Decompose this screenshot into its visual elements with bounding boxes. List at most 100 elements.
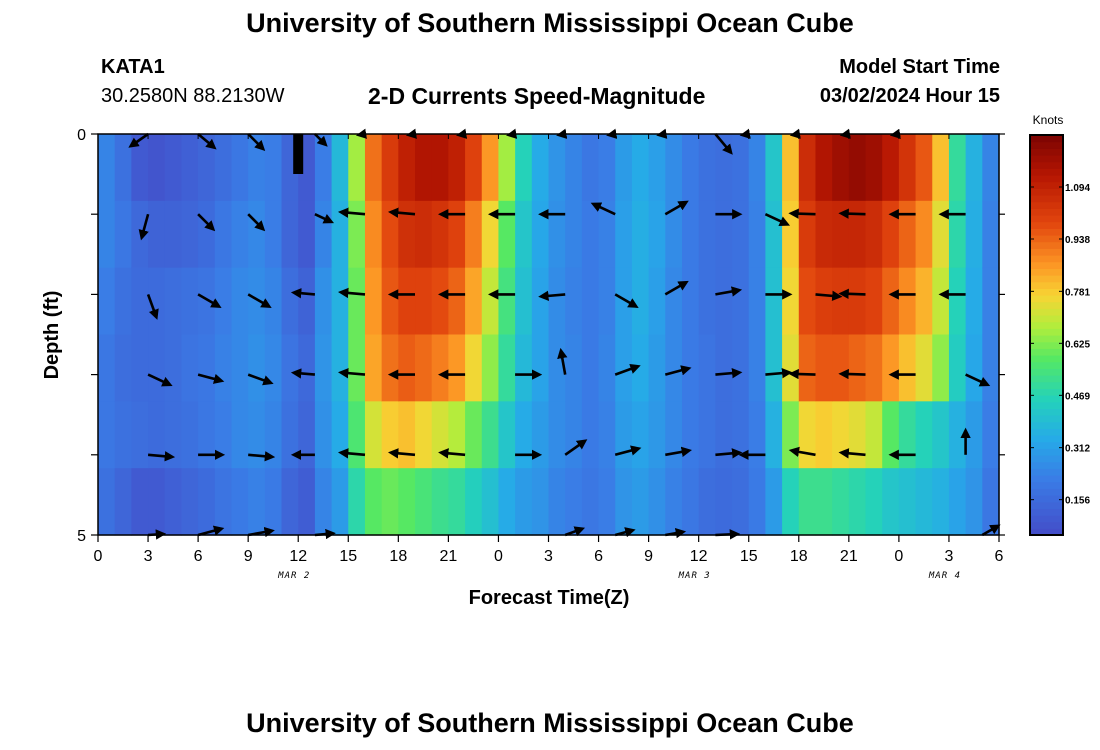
heat-cell (98, 468, 116, 536)
heat-cell (498, 267, 516, 336)
heat-cell (364, 134, 383, 202)
heat-cell (264, 334, 283, 402)
heat-cell (615, 267, 633, 336)
x-axis-label: Forecast Time(Z) (469, 587, 630, 609)
heat-cell (398, 401, 416, 469)
heat-cell (98, 334, 116, 402)
current-vector (247, 373, 274, 386)
current-vector (337, 207, 366, 218)
heat-cell (932, 468, 950, 536)
heat-cell (948, 267, 967, 336)
current-vector (838, 368, 866, 380)
current-vector (337, 287, 366, 299)
heat-cell (798, 334, 817, 402)
current-vector (293, 134, 304, 174)
heat-cell (198, 401, 216, 469)
heat-cell (531, 134, 550, 202)
heat-cell (481, 134, 500, 202)
heat-cell (98, 134, 116, 202)
heat-cell (865, 401, 883, 469)
heat-cell (415, 134, 433, 202)
heat-cell (715, 267, 733, 336)
heat-cell (248, 200, 266, 269)
current-vector (981, 524, 1001, 537)
colorbar-swatch (1030, 361, 1063, 369)
heat-cell (98, 200, 116, 269)
x-tick-label: 0 (894, 548, 903, 565)
current-vector (247, 133, 266, 152)
colorbar-swatch (1030, 528, 1063, 536)
heat-cell (531, 334, 550, 402)
current-vector (614, 527, 636, 538)
current-vector (197, 133, 217, 150)
heat-cell (932, 267, 950, 336)
x-tick-label: 15 (740, 548, 758, 565)
heat-cell (948, 401, 967, 469)
heat-cell (381, 200, 399, 269)
heat-cell (448, 267, 466, 336)
heat-cell (631, 468, 650, 536)
heat-cell (465, 468, 483, 536)
heat-cell (198, 267, 216, 336)
heat-cell (131, 200, 149, 269)
colorbar-label: 0.938 (1065, 235, 1090, 246)
heat-cell (631, 200, 650, 269)
current-vector (146, 293, 159, 320)
current-vector (838, 288, 866, 300)
y-tick-label: 5 (77, 528, 86, 545)
colorbar-swatch (1030, 461, 1063, 469)
colorbar-swatch (1030, 201, 1063, 209)
heat-cell (932, 200, 950, 269)
colorbar-swatch (1030, 335, 1063, 343)
heat-cell (598, 334, 616, 402)
heat-cell (331, 468, 349, 536)
heat-cell (314, 468, 333, 536)
footer-title: University of Southern Mississippi Ocean… (246, 708, 854, 738)
heat-cell (615, 134, 633, 202)
heat-cell (114, 334, 132, 402)
current-vector (538, 290, 566, 302)
heat-cell (765, 334, 783, 402)
colorbar-swatch (1030, 195, 1063, 203)
heat-cell (765, 401, 783, 469)
current-vector (197, 373, 225, 384)
heat-cell (264, 401, 283, 469)
heat-cell (848, 267, 867, 336)
heat-cell (581, 200, 600, 269)
current-vector (147, 451, 176, 462)
colorbar-swatch (1030, 248, 1063, 256)
heat-cell (398, 334, 416, 402)
heat-cell (765, 468, 783, 536)
heat-cell (314, 200, 333, 269)
heat-cell (448, 401, 466, 469)
heat-cell (314, 134, 333, 202)
colorbar-swatch (1030, 301, 1063, 309)
colorbar-swatch (1030, 521, 1063, 529)
current-vector (590, 202, 616, 216)
heat-cell (281, 334, 299, 402)
heat-cell (515, 200, 533, 269)
heat-cell (882, 134, 900, 202)
colorbar-swatch (1030, 168, 1063, 176)
heat-cell (848, 468, 867, 536)
current-vector (614, 445, 642, 457)
heat-cell (798, 200, 817, 269)
heat-cell (381, 267, 399, 336)
heat-cell (231, 401, 249, 469)
heat-cell (148, 468, 166, 536)
colorbar-swatch (1030, 315, 1063, 323)
heat-cell (181, 401, 199, 469)
heat-cell (698, 401, 716, 469)
heat-cell (698, 334, 716, 402)
heat-cell (448, 334, 466, 402)
heat-cell (898, 200, 917, 269)
heat-cell (915, 134, 933, 202)
x-tick-label: 18 (389, 548, 407, 565)
heat-cell (748, 334, 767, 402)
heat-cell (732, 334, 750, 402)
heat-cell (815, 401, 833, 469)
page-title: University of Southern Mississippi Ocean… (246, 8, 854, 38)
heat-cell (164, 468, 183, 536)
heat-cell (815, 267, 833, 336)
